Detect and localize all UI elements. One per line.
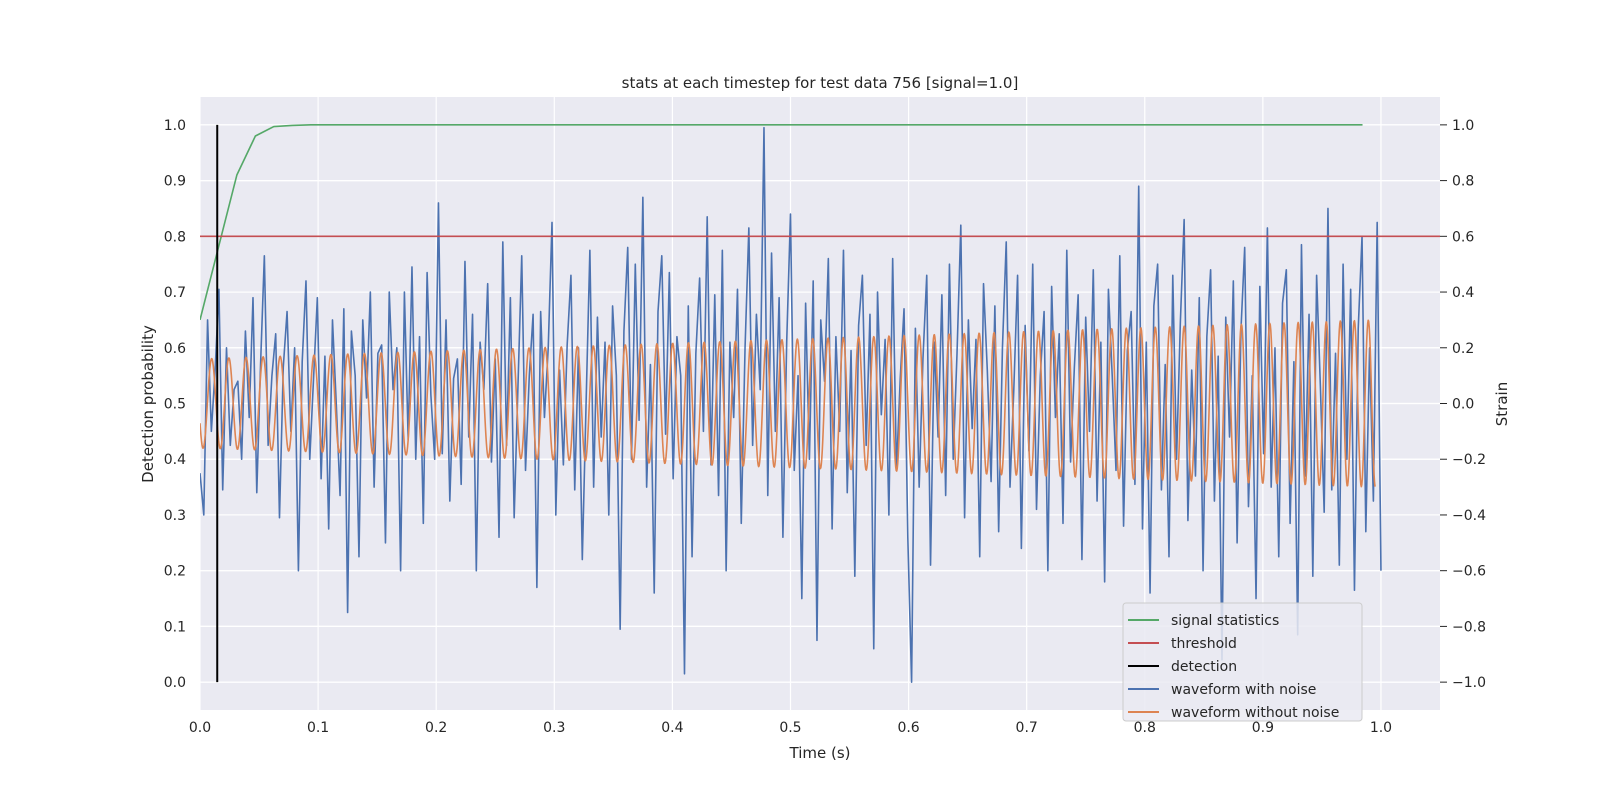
y2-tick-label: 0.4 [1452,285,1474,301]
y2-tick-label: 0.8 [1452,174,1474,190]
y2-tick-label: 0.6 [1452,229,1474,245]
y-tick-label: 0.9 [164,174,186,190]
legend-label-waveform-with-noise: waveform with noise [1171,682,1316,698]
x-tick-label: 0.0 [189,720,211,736]
x-tick-label: 0.9 [1252,720,1274,736]
x-tick-label: 0.4 [661,720,683,736]
y-tick-label: 0.8 [164,229,186,245]
y2-tick-label: −0.4 [1452,508,1486,524]
y-axis-label: Detection probability [139,325,157,483]
axes: 0.0 0.1 0.2 0.3 0.4 0.5 0.6 0.7 0.8 0.9 1.0 −1.0 −0.… [164,118,1486,736]
y-tick-label: 0.2 [164,564,186,580]
y-tick-label: 1.0 [164,118,186,134]
series-line-signal-statistics [200,124,1363,321]
y-tick-label: 0.6 [164,341,186,357]
x-tick-label: 0.3 [543,720,565,736]
series-line-waveform-without-noise [200,319,1376,488]
y-tick-label: 0.1 [164,619,186,635]
y-tick-label: 0.7 [164,285,186,301]
series-layer [200,124,1440,683]
legend-label-threshold: threshold [1171,636,1237,652]
chart-title: stats at each timestep for test data 756… [622,74,1019,92]
y-tick-label: 0.5 [164,397,186,413]
y2-tick-label: 0.2 [1452,341,1474,357]
legend-label-detection: detection [1171,659,1237,675]
y-tick-label: 0.0 [164,675,186,691]
legend: signal statistics threshold detection wavef… [1122,602,1363,722]
x-axis-label: Time (s) [789,744,851,762]
y2-tick-label: −0.6 [1452,564,1486,580]
legend-label-waveform-without-noise: waveform without noise [1171,705,1339,721]
x-tick-label: 1.0 [1370,720,1392,736]
x-tick-label: 0.7 [1016,720,1038,736]
legend-box [1122,602,1363,722]
y2-tick-label: 0.0 [1452,397,1474,413]
x-tick-label: 0.5 [779,720,801,736]
legend-label-signal-statistics: signal statistics [1171,613,1279,629]
y2-tick-label: 1.0 [1452,118,1474,134]
y2-axis-label: Strain [1493,382,1511,426]
y-tick-label: 0.3 [164,508,186,524]
y2-tick-label: −1.0 [1452,675,1486,691]
x-tick-label: 0.6 [897,720,919,736]
x-tick-label: 0.1 [307,720,329,736]
y2-tick-label: −0.2 [1452,452,1486,468]
x-tick-label: 0.2 [425,720,447,736]
y-tick-label: 0.4 [164,452,186,468]
x-tick-label: 0.8 [1134,720,1156,736]
y2-tick-label: −0.8 [1452,619,1486,635]
series-line-waveform-with-noise [200,126,1382,683]
